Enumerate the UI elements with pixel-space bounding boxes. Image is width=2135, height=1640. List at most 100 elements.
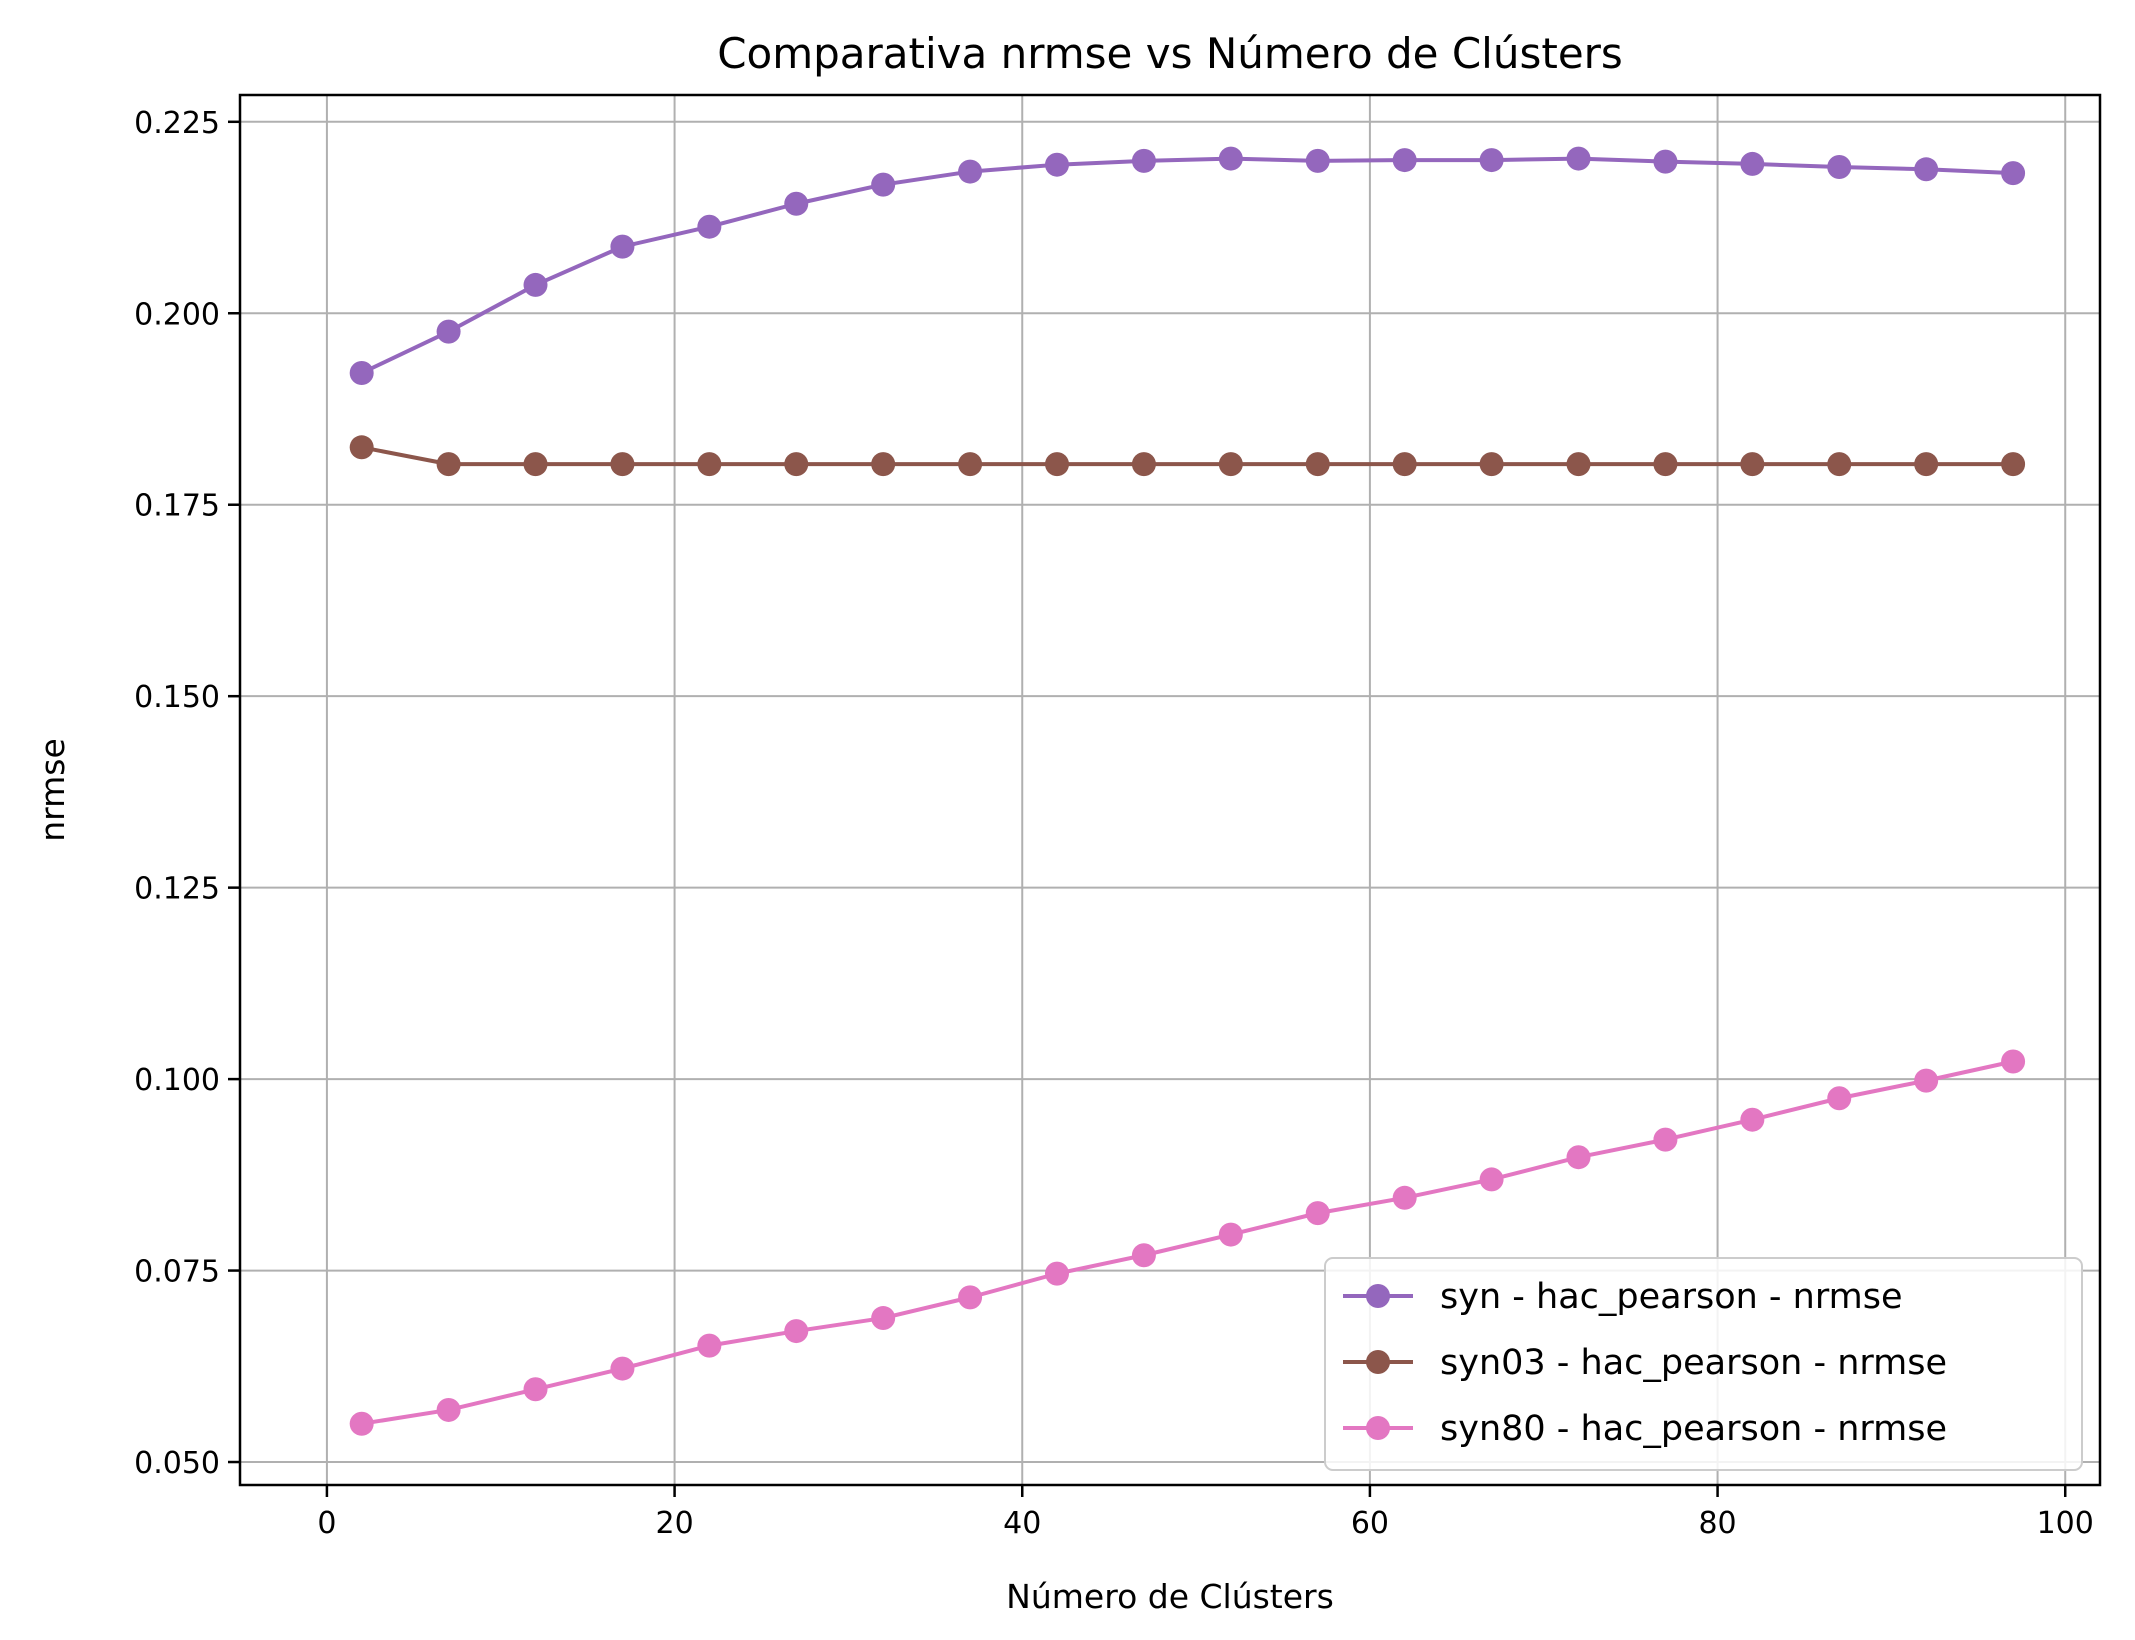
data-point xyxy=(1914,157,1939,182)
data-point xyxy=(523,452,548,477)
data-point xyxy=(1479,148,1504,173)
data-point xyxy=(1653,149,1678,174)
y-tick-label: 0.175 xyxy=(134,489,220,524)
chart-title: Comparativa nrmse vs Número de Clústers xyxy=(717,29,1623,78)
data-point xyxy=(1914,1068,1939,1093)
data-point xyxy=(697,214,722,239)
data-point xyxy=(1392,148,1417,173)
data-point xyxy=(1392,1185,1417,1210)
legend-item: syn03 - hac_pearson - nrmse xyxy=(1343,1343,1947,1383)
x-tick-label: 100 xyxy=(2037,1506,2094,1541)
data-point xyxy=(610,234,635,259)
data-point xyxy=(349,1411,374,1436)
y-axis-label: nrmse xyxy=(33,738,72,842)
data-point xyxy=(958,159,983,184)
y-tick-label: 0.050 xyxy=(134,1446,220,1481)
series-1 xyxy=(349,146,2026,385)
data-point xyxy=(1305,1201,1330,1226)
data-point xyxy=(784,191,809,216)
data-point xyxy=(1131,452,1156,477)
data-point xyxy=(610,1356,635,1381)
legend-item: syn - hac_pearson - nrmse xyxy=(1343,1277,1903,1317)
data-point xyxy=(871,172,896,197)
data-point xyxy=(1218,1222,1243,1247)
data-point xyxy=(1566,1145,1591,1170)
y-axis: 0.050 0.075 0.100 0.125 0.150 0.175 0.200 0.225 xyxy=(134,106,240,1481)
data-point xyxy=(2001,1049,2026,1074)
x-tick-label: 40 xyxy=(1003,1506,1041,1541)
y-tick-label: 0.075 xyxy=(134,1255,220,1290)
y-tick-label: 0.200 xyxy=(134,297,220,332)
data-point xyxy=(958,1285,983,1310)
data-point xyxy=(1479,1167,1504,1192)
data-point xyxy=(784,452,809,477)
plot-frame xyxy=(238,93,2102,1487)
data-point xyxy=(1566,146,1591,171)
data-point xyxy=(523,272,548,297)
data-point xyxy=(2001,452,2026,477)
data-point xyxy=(610,452,635,477)
legend-item: syn80 - hac_pearson - nrmse xyxy=(1343,1409,1947,1449)
x-tick-label: 0 xyxy=(317,1506,336,1541)
legend-marker xyxy=(1366,1284,1390,1308)
data-point xyxy=(1392,452,1417,477)
legend-label: syn - hac_pearson - nrmse xyxy=(1440,1277,1903,1317)
y-tick-label: 0.225 xyxy=(134,106,220,141)
data-point xyxy=(1566,452,1591,477)
series-line xyxy=(361,1059,2014,1426)
legend-marker xyxy=(1366,1350,1390,1374)
grid-lines xyxy=(240,95,2100,1485)
series-2 xyxy=(349,435,2026,477)
series-line xyxy=(360,156,2014,375)
legend-frame xyxy=(1324,1257,2083,1471)
data-point xyxy=(1827,154,1852,179)
data-point xyxy=(1653,1127,1678,1152)
x-tick-label: 80 xyxy=(1698,1506,1736,1541)
data-point xyxy=(1914,452,1939,477)
data-point xyxy=(349,361,374,385)
data-point xyxy=(697,1333,722,1358)
data-point xyxy=(1131,148,1156,173)
data-point xyxy=(1653,452,1678,477)
legend-label: syn80 - hac_pearson - nrmse xyxy=(1440,1409,1947,1449)
data-point xyxy=(1827,1086,1852,1111)
data-point xyxy=(1045,452,1070,477)
data-point xyxy=(1740,151,1765,176)
data-point xyxy=(1045,152,1070,177)
data-point xyxy=(1740,1107,1765,1132)
data-point xyxy=(1218,146,1243,171)
data-point xyxy=(871,452,896,477)
series-line xyxy=(361,445,2014,467)
data-point xyxy=(436,319,461,344)
data-point xyxy=(436,452,461,477)
y-tick-label: 0.100 xyxy=(134,1063,220,1098)
data-point xyxy=(1827,452,1852,477)
x-axis-label: Número de Clústers xyxy=(1006,1577,1334,1616)
legend-marker xyxy=(1366,1416,1390,1440)
x-axis: 0 20 40 60 80 100 xyxy=(317,1485,2094,1541)
legend: syn - hac_pearson - nrmse syn03 - hac_pea… xyxy=(1324,1257,2083,1471)
data-point xyxy=(871,1306,896,1331)
data-point xyxy=(2001,161,2026,186)
data-point xyxy=(523,1377,548,1402)
data-point xyxy=(1479,452,1504,477)
data-point xyxy=(1305,148,1330,173)
y-tick-label: 0.150 xyxy=(134,680,220,715)
data-point xyxy=(784,1319,809,1344)
x-tick-label: 60 xyxy=(1351,1506,1389,1541)
data-point xyxy=(1218,452,1243,477)
data-point xyxy=(697,452,722,477)
data-point xyxy=(1045,1261,1070,1286)
data-point xyxy=(1131,1243,1156,1268)
data-point xyxy=(958,452,983,477)
series-3 xyxy=(349,1049,2026,1436)
data-point xyxy=(1740,452,1765,477)
data-point xyxy=(1305,452,1330,477)
y-tick-label: 0.125 xyxy=(134,872,220,907)
data-point xyxy=(436,1397,461,1422)
x-tick-label: 20 xyxy=(655,1506,693,1541)
series-layer xyxy=(349,146,2026,1436)
data-point xyxy=(349,435,374,460)
legend-label: syn03 - hac_pearson - nrmse xyxy=(1440,1343,1947,1383)
